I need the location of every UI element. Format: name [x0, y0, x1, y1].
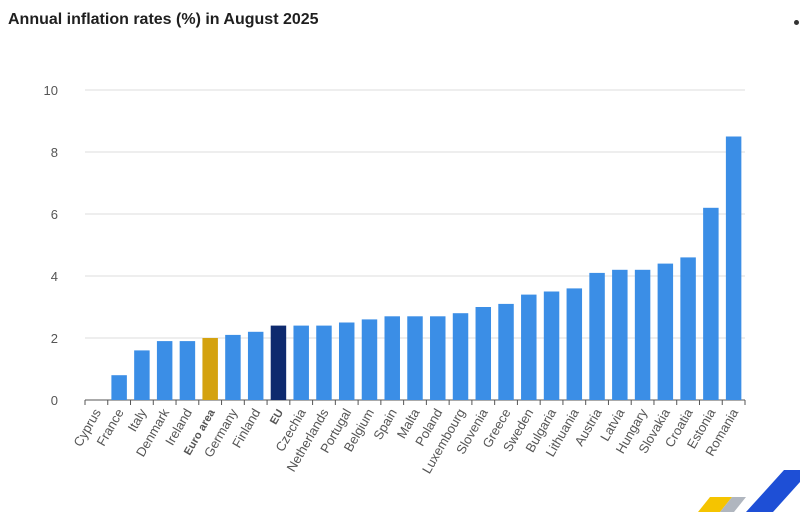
bar[interactable]	[475, 307, 492, 400]
y-tick-label: 2	[51, 331, 58, 346]
bar[interactable]	[338, 322, 355, 401]
bar[interactable]	[111, 375, 127, 400]
bar[interactable]	[657, 263, 674, 400]
menu-icon[interactable]	[794, 20, 799, 25]
bar[interactable]	[634, 269, 651, 400]
bar[interactable]	[566, 288, 583, 400]
bar[interactable]	[498, 303, 514, 400]
bar[interactable]	[430, 316, 446, 400]
bar[interactable]	[407, 316, 423, 400]
bar[interactable]	[202, 338, 218, 400]
bar[interactable]	[384, 316, 400, 400]
bar[interactable]	[725, 136, 742, 401]
y-tick-label: 8	[51, 145, 58, 160]
bar[interactable]	[225, 334, 241, 400]
y-tick-label: 4	[51, 269, 58, 284]
bar[interactable]	[612, 269, 628, 400]
bar[interactable]	[293, 325, 309, 400]
bar[interactable]	[316, 325, 332, 400]
bar[interactable]	[703, 207, 719, 400]
bar[interactable]	[589, 272, 605, 400]
bar[interactable]	[543, 291, 560, 401]
bar[interactable]	[134, 350, 150, 400]
bar[interactable]	[521, 294, 537, 400]
bar[interactable]	[247, 331, 264, 400]
bar[interactable]	[680, 257, 696, 400]
bar[interactable]	[452, 313, 469, 400]
y-tick-label: 10	[44, 83, 58, 98]
bar[interactable]	[361, 319, 378, 400]
bar[interactable]	[270, 325, 287, 400]
bar[interactable]	[179, 341, 196, 400]
bar[interactable]	[156, 341, 173, 400]
y-tick-label: 6	[51, 207, 58, 222]
y-tick-label: 0	[51, 393, 58, 408]
chart-title: Annual inflation rates (%) in August 202…	[8, 11, 319, 28]
